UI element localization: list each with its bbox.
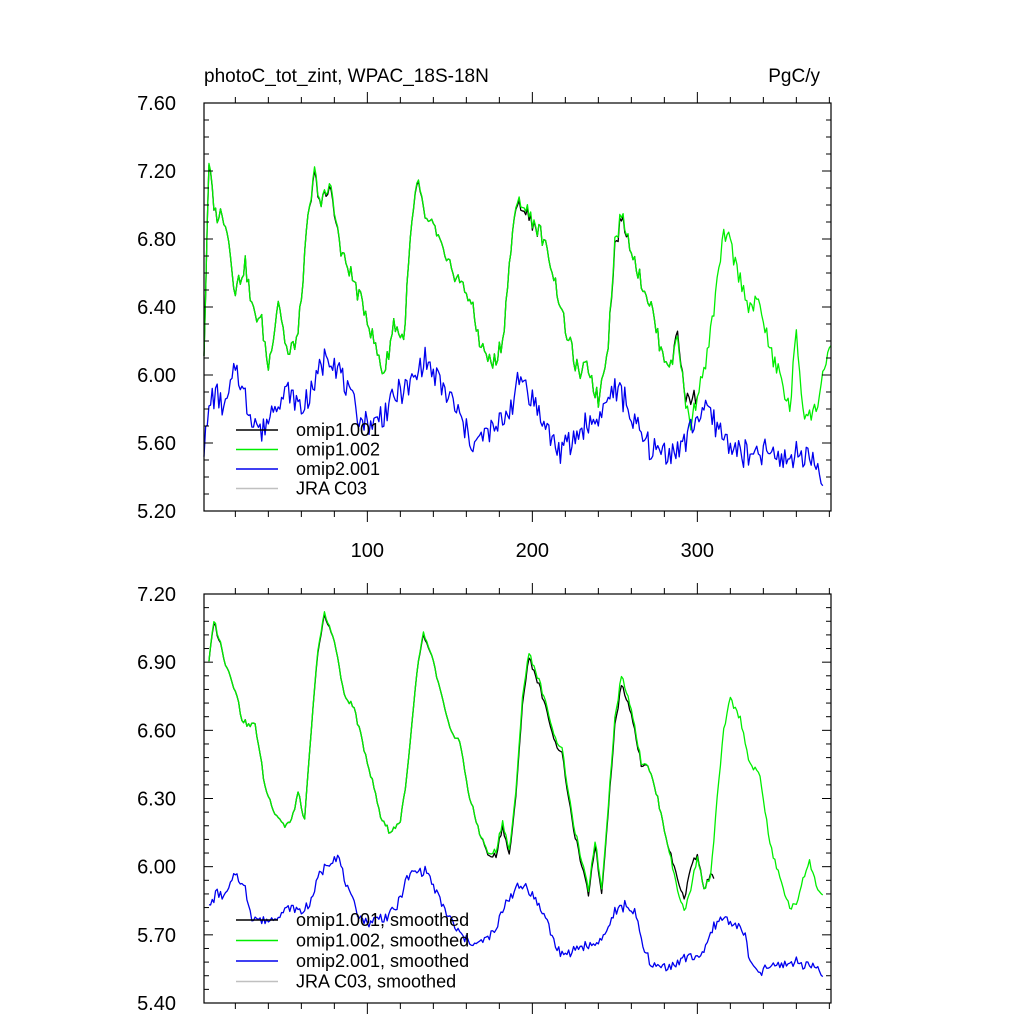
y-tick-label: 5.60: [137, 433, 176, 455]
y-tick-label: 5.70: [137, 925, 176, 947]
y-tick-label: 6.80: [137, 229, 176, 251]
y-tick-label: 6.60: [137, 720, 176, 742]
legend-label: omip1.001, smoothed: [296, 910, 469, 930]
bottom-series-lines: [208, 611, 824, 978]
series-line-omip2-001: [203, 346, 824, 487]
units-label: PgC/y: [768, 66, 820, 87]
y-tick-label: 6.90: [137, 652, 176, 674]
legend-label: omip2.001: [296, 459, 380, 479]
legend-label: omip1.001: [296, 420, 380, 440]
bottom-y-axis: 5.40 5.70 6.00 6.30 6.60 6.90 7.20: [137, 584, 831, 1015]
legend-label: JRA C03, smoothed: [296, 972, 456, 992]
series-line-omip1-001: [203, 164, 698, 408]
top-y-axis: 5.20 5.60 6.00 6.40 6.80 7.20 7.60: [137, 93, 831, 523]
x-tick-label: 200: [516, 540, 549, 562]
y-tick-label: 5.20: [137, 501, 176, 523]
top-panel: photoC_tot_zint, WPAC_18S-18N PgC/y 5.20…: [137, 66, 832, 562]
y-tick-label: 6.00: [137, 857, 176, 879]
top-x-axis: 100 200 300: [234, 92, 830, 562]
bottom-panel: 5.40 5.70 6.00 6.30 6.60 6.90 7.20 omip1.001, …: [137, 583, 832, 1015]
series-line-omip1-002-smoothed: [208, 611, 824, 912]
legend-label: omip1.002, smoothed: [296, 931, 469, 951]
bottom-x-axis: [234, 583, 830, 1014]
y-tick-label: 7.60: [137, 93, 176, 115]
series-line-omip2-001-smoothed: [208, 854, 824, 978]
legend-label: JRA C03: [296, 479, 367, 499]
chart-title: photoC_tot_zint, WPAC_18S-18N: [204, 66, 489, 87]
y-tick-label: 7.20: [137, 584, 176, 606]
y-tick-label: 6.30: [137, 789, 176, 811]
x-tick-label: 300: [681, 540, 714, 562]
series-line-omip1-001-smoothed: [208, 613, 715, 900]
series-line-omip1-002: [203, 162, 832, 431]
y-tick-label: 6.40: [137, 297, 176, 319]
x-tick-label: 100: [351, 540, 384, 562]
y-tick-label: 5.40: [137, 993, 176, 1015]
y-tick-label: 7.20: [137, 161, 176, 183]
legend-label: omip1.002: [296, 440, 380, 460]
y-tick-label: 6.00: [137, 365, 176, 387]
legend-label: omip2.001, smoothed: [296, 951, 469, 971]
top-series-lines: [203, 162, 832, 487]
